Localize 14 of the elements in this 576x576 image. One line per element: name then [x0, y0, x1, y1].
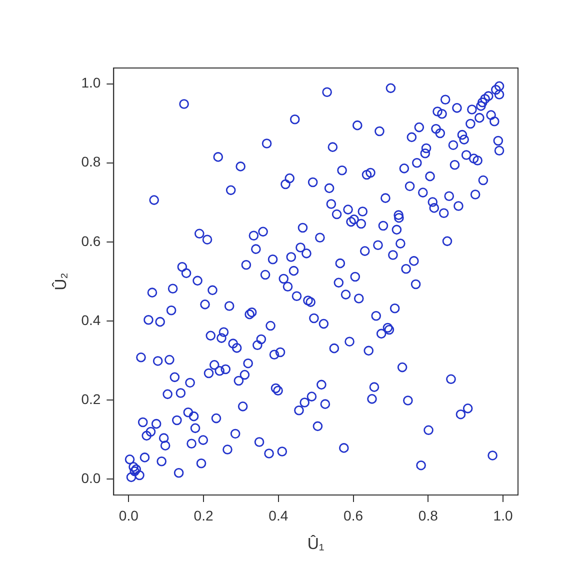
y-tick-label: 0.4 — [81, 312, 101, 328]
x-tick-label: 0.4 — [268, 507, 288, 524]
y-tick-label: 0.6 — [81, 232, 101, 249]
y-tick-label: 0.8 — [81, 154, 101, 170]
x-tick-label: 0.6 — [344, 507, 364, 524]
y-tick-label: 0.0 — [81, 470, 101, 486]
x-axis-title: Û₁ — [307, 534, 324, 553]
y-tick-label: 0.2 — [81, 390, 101, 407]
x-tick-label: 1.0 — [493, 507, 513, 524]
y-tick-label: 1.0 — [81, 74, 101, 91]
x-tick-label: 0.8 — [418, 507, 438, 524]
x-tick-label: 0.2 — [194, 507, 214, 524]
y-axis-title: Û₂ — [52, 272, 70, 290]
x-tick-label: 0.0 — [118, 507, 139, 524]
